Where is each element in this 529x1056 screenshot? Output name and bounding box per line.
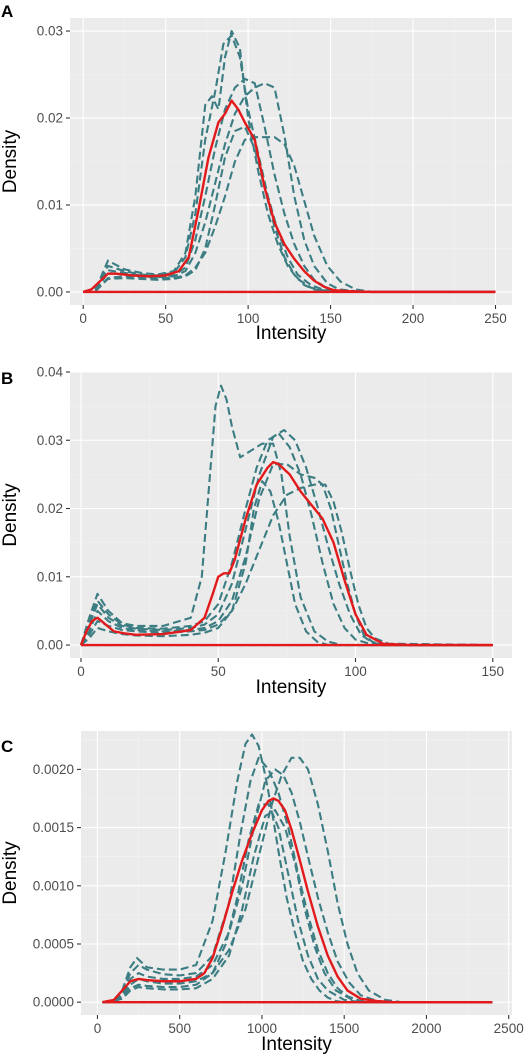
panel-b: 0 50 100 150 0.00 0.01 0.02 0.03 0.04 B Intensity D… <box>0 365 512 698</box>
curves <box>82 30 496 294</box>
sample-density-line <box>102 756 493 1004</box>
sample-density-line <box>80 428 493 647</box>
x-axis-title: Intensity <box>256 323 327 344</box>
y-tick-label: 0.0015 <box>33 820 74 835</box>
mean-density-line <box>82 99 496 294</box>
y-tick-label: 0.03 <box>37 433 63 448</box>
plot-background <box>70 372 512 658</box>
sample-density-line <box>83 125 496 293</box>
x-tick-label: 2500 <box>494 1021 524 1036</box>
mean-density-line <box>102 797 493 1004</box>
x-tick-label: 50 <box>158 311 173 326</box>
curves <box>79 384 493 647</box>
panel-c: 0 500 1000 1500 2000 2500 0.0000 0.0005 0.0010 0.… <box>0 731 524 1055</box>
x-tick-label: 150 <box>319 311 342 326</box>
x-axis-title: Intensity <box>256 677 327 698</box>
x-tick-label: 0 <box>77 664 85 679</box>
panel-letter: B <box>1 369 13 388</box>
sample-density-line <box>102 809 493 1004</box>
sample-density-line <box>102 768 493 1004</box>
y-tick-label: 0.0000 <box>33 995 74 1010</box>
mean-density-line <box>79 460 493 647</box>
x-tick-label: 1000 <box>247 1021 277 1036</box>
y-tick-label: 0.01 <box>37 569 63 584</box>
y-tick-label: 0.03 <box>37 24 63 39</box>
y-tick-label: 0.00 <box>37 638 63 653</box>
y-tick-label: 0.02 <box>37 111 63 126</box>
x-tick-label: 0 <box>94 1021 102 1036</box>
y-tick-label: 0.0010 <box>33 878 74 893</box>
sample-density-line <box>102 803 493 1004</box>
sample-density-line <box>102 733 493 1004</box>
sample-density-line <box>80 483 493 647</box>
y-axis-title: Density <box>0 129 21 193</box>
panel-letter: A <box>1 2 13 21</box>
x-tick-label: 150 <box>482 664 505 679</box>
y-axis-title: Density <box>0 483 21 547</box>
curves <box>102 733 493 1004</box>
y-tick-label: 0.0005 <box>33 937 74 952</box>
x-tick-label: 100 <box>237 311 260 326</box>
y-axis-title: Density <box>0 841 21 905</box>
panel-a: 0 50 100 150 200 250 0.00 0.01 0.02 0.03 A Intensit… <box>0 2 512 344</box>
x-tick-label: 0 <box>79 311 87 326</box>
y-tick-label: 0.01 <box>37 197 63 212</box>
panel-letter: C <box>1 737 13 756</box>
sample-density-line <box>82 34 496 293</box>
x-tick-label: 250 <box>484 311 507 326</box>
x-tick-label: 100 <box>344 664 367 679</box>
sample-density-line <box>79 384 493 647</box>
y-tick-label: 0.00 <box>37 284 63 299</box>
x-tick-label: 500 <box>168 1021 191 1036</box>
sample-density-line <box>80 480 493 647</box>
x-tick-label: 200 <box>402 311 425 326</box>
sample-density-line <box>83 136 496 293</box>
x-tick-label: 50 <box>211 664 226 679</box>
x-axis-title: Intensity <box>261 1034 332 1055</box>
plot-background <box>81 731 512 1015</box>
x-tick-label: 1500 <box>329 1021 359 1036</box>
y-tick-label: 0.04 <box>37 365 64 380</box>
y-tick-label: 0.02 <box>37 501 63 516</box>
x-tick-label: 2000 <box>411 1021 441 1036</box>
y-tick-label: 0.0020 <box>33 762 74 777</box>
sample-density-line <box>79 432 493 647</box>
